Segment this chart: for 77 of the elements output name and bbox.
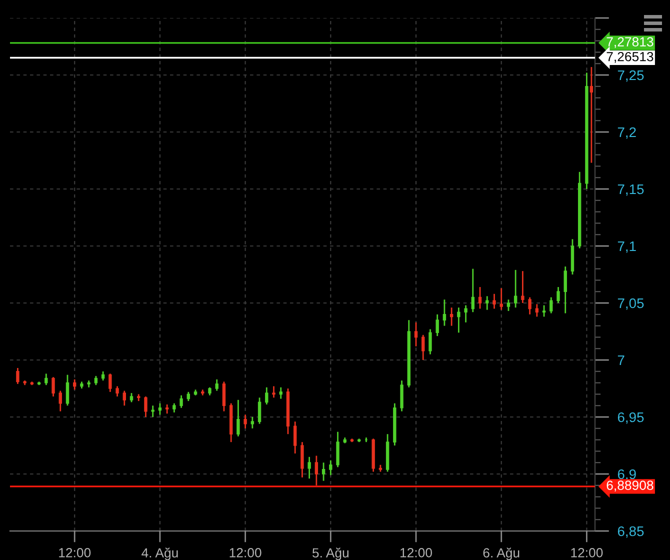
candlestick xyxy=(186,391,190,402)
x-tick-label: 12:00 xyxy=(400,548,432,558)
candlestick xyxy=(322,462,326,482)
candlestick xyxy=(521,270,524,304)
candlestick xyxy=(94,375,98,386)
ref-line-label: 7,27813 xyxy=(606,37,654,48)
candlestick xyxy=(500,287,503,311)
candlestick xyxy=(130,392,134,403)
candlestick xyxy=(464,304,468,324)
y-tick-label: 7,1 xyxy=(618,241,636,253)
candlestick xyxy=(550,296,553,314)
candlestick xyxy=(122,390,126,406)
candlestick xyxy=(457,306,460,334)
y-tick-label: 7,05 xyxy=(618,298,644,310)
candlestick xyxy=(329,460,332,476)
candlestick xyxy=(564,266,567,314)
candlestick xyxy=(165,404,169,414)
candlestick xyxy=(250,416,254,430)
ref-line-label: 7,26513 xyxy=(606,52,654,63)
candlestick xyxy=(158,402,162,416)
candlestick xyxy=(180,394,183,409)
candlestick xyxy=(144,396,148,418)
candlestick xyxy=(336,431,340,468)
candlestick xyxy=(215,378,218,392)
candlestick xyxy=(236,399,240,438)
candlestick xyxy=(300,441,304,478)
candlestick xyxy=(293,420,297,454)
ref-line-label: 6,88908 xyxy=(606,480,654,492)
candlestick xyxy=(535,303,539,318)
candlestick xyxy=(556,286,560,304)
candlestick xyxy=(244,414,247,430)
candlestick xyxy=(172,402,176,414)
x-tick-label: 6. Ağu xyxy=(483,548,520,560)
candlestick xyxy=(101,370,105,382)
candlestick xyxy=(151,404,154,418)
y-tick-label: 7,25 xyxy=(618,70,644,82)
candlestick xyxy=(116,386,119,398)
y-tick-label: 6,85 xyxy=(618,526,644,538)
y-tick-label: 6,9 xyxy=(618,469,636,481)
y-tick-label: 7,2 xyxy=(618,127,636,139)
candlestick xyxy=(314,455,318,486)
candlestick xyxy=(542,304,546,318)
candlestick xyxy=(414,322,418,348)
candlestick xyxy=(108,372,112,393)
candlestick xyxy=(52,376,55,398)
candlestick xyxy=(442,298,446,326)
candlestick xyxy=(308,456,311,480)
candlestick xyxy=(258,396,262,425)
candlestick xyxy=(478,286,482,310)
candlestick xyxy=(422,334,425,361)
candlestick xyxy=(279,386,282,400)
candlestick xyxy=(44,372,48,386)
y-tick-label: 6,95 xyxy=(618,412,644,424)
candlestick xyxy=(471,268,475,313)
candlestick xyxy=(428,328,432,355)
candlestick xyxy=(272,386,276,398)
x-tick-label: 5. Ağu xyxy=(312,548,348,560)
candlestick xyxy=(16,367,20,385)
candlestick xyxy=(400,380,404,412)
candlestick xyxy=(492,293,496,310)
candlestick xyxy=(506,298,510,312)
candlestick xyxy=(436,314,439,337)
candlestick xyxy=(265,386,268,406)
candlestick xyxy=(528,296,532,316)
y-tick-label: 7 xyxy=(618,355,624,366)
x-tick-label: 12:00 xyxy=(571,548,603,558)
candlestick xyxy=(58,390,62,412)
candlestick xyxy=(73,378,76,390)
x-tick-label: 12:00 xyxy=(59,548,91,558)
candlestick xyxy=(486,295,489,311)
candlestick xyxy=(222,380,226,412)
y-tick-label: 7,15 xyxy=(618,184,644,196)
candlestick xyxy=(450,306,454,326)
candlestick xyxy=(66,374,70,406)
x-tick-label: 12:00 xyxy=(230,548,262,558)
x-tick-label: 4. Ağu xyxy=(142,548,178,560)
candlestick xyxy=(514,269,518,308)
